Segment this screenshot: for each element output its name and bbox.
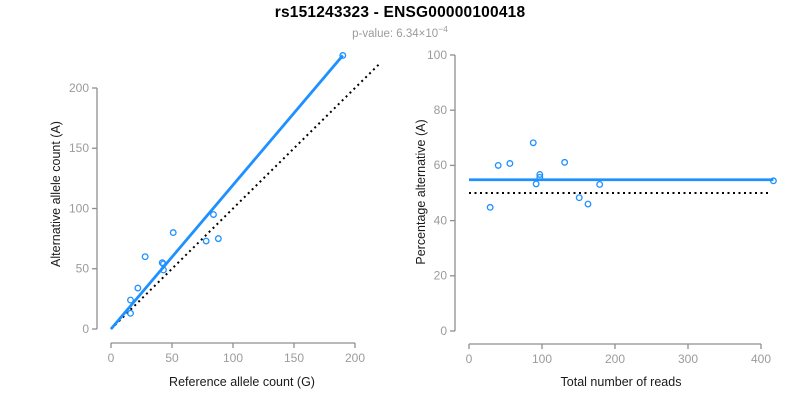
data-point xyxy=(584,200,592,208)
y-tick-label: 60 xyxy=(434,158,448,172)
data-point xyxy=(158,259,166,267)
data-point xyxy=(506,160,514,167)
x-tick-label: 100 xyxy=(532,352,552,366)
y-tick-label: 100 xyxy=(69,201,89,215)
figure-title: rs151243323 - ENSG00000100418 xyxy=(274,4,526,21)
x-tick-label: 200 xyxy=(605,352,625,366)
allele-counts-plot: 0 50 100 150 200 0 50 100 150 200 Reference allele… xyxy=(49,52,381,389)
y-tick-label: 100 xyxy=(427,48,447,62)
data-point xyxy=(127,309,134,317)
data-point xyxy=(561,158,569,166)
p-value-exponent: −4 xyxy=(438,24,448,34)
data-point xyxy=(202,237,210,245)
data-point xyxy=(141,253,149,261)
data-point xyxy=(532,180,540,188)
percentage-vs-reads-plot: 0 20 40 60 80 100 0 100 200 300 400 Total number of… xyxy=(414,48,777,389)
fit-line xyxy=(109,54,344,330)
x-axis-title: Total number of reads xyxy=(561,375,682,389)
data-point xyxy=(575,194,583,202)
x-tick-label: 300 xyxy=(678,352,698,366)
data-point xyxy=(536,173,544,181)
data-point xyxy=(210,211,217,218)
y-axis-title: Percentage alternative (A) xyxy=(414,119,428,264)
y-tick-label: 20 xyxy=(434,269,448,283)
y-tick-label: 200 xyxy=(69,81,89,95)
identity-line xyxy=(110,63,381,330)
y-axis-title: Alternative allele count (A) xyxy=(49,121,63,267)
y-tick-label: 40 xyxy=(434,213,448,227)
x-tick-label: 0 xyxy=(466,352,473,366)
data-point xyxy=(486,203,494,211)
data-point xyxy=(160,260,167,268)
data-point xyxy=(529,139,537,147)
x-tick-label: 100 xyxy=(223,351,243,365)
y-tick-label: 50 xyxy=(76,262,90,276)
data-point xyxy=(536,171,544,178)
data-point xyxy=(214,235,222,243)
p-value-label: p-value: xyxy=(352,27,394,40)
x-tick-label: 50 xyxy=(165,351,179,365)
x-tick-label: 0 xyxy=(108,351,115,365)
data-point xyxy=(769,177,777,185)
data-point xyxy=(596,180,604,188)
figure-subtitle: p-value: 6.34×10−4 xyxy=(0,24,800,40)
data-point xyxy=(339,52,347,59)
y-tick-label: 0 xyxy=(440,324,447,338)
data-point xyxy=(134,284,142,292)
y-tick-label: 150 xyxy=(69,141,89,155)
y-tick-label: 80 xyxy=(434,103,448,117)
x-tick-label: 200 xyxy=(345,351,365,365)
p-value-base: 6.34×10 xyxy=(396,27,439,40)
data-point xyxy=(127,296,134,304)
x-axis-title: Reference allele count (G) xyxy=(169,375,315,389)
data-point xyxy=(494,161,502,169)
x-tick-label: 400 xyxy=(751,352,771,366)
x-tick-label: 150 xyxy=(284,351,304,365)
data-point xyxy=(169,229,177,237)
y-tick-label: 0 xyxy=(82,322,89,336)
